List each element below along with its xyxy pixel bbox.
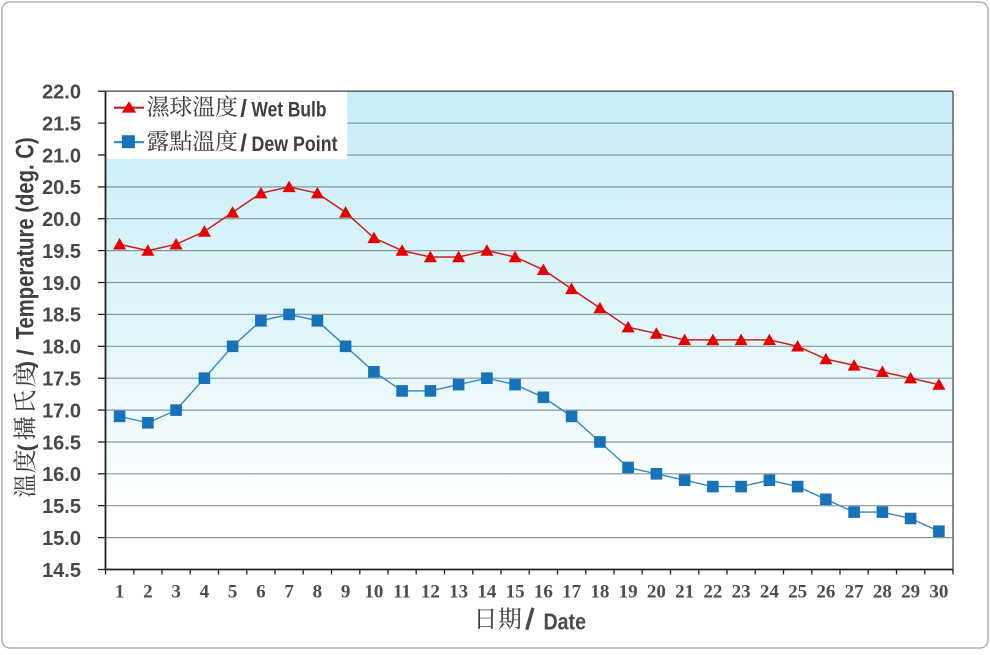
svg-text:Wet Bulb: Wet Bulb: [252, 98, 327, 121]
svg-text:16.0: 16.0: [42, 464, 81, 486]
svg-text:11: 11: [393, 582, 411, 603]
svg-text:/: /: [240, 95, 247, 122]
svg-text:9: 9: [341, 582, 351, 603]
svg-text:28: 28: [873, 582, 892, 603]
svg-text:8: 8: [313, 582, 323, 603]
svg-text:20.5: 20.5: [42, 177, 81, 199]
svg-text:5: 5: [228, 582, 238, 603]
svg-text:Date: Date: [544, 608, 587, 634]
svg-text:21: 21: [675, 582, 694, 603]
svg-text:15.5: 15.5: [42, 496, 81, 518]
svg-text:6: 6: [256, 582, 266, 603]
svg-text:21.0: 21.0: [42, 145, 81, 167]
svg-text:13: 13: [449, 582, 468, 603]
svg-text:27: 27: [845, 582, 865, 603]
svg-text:23: 23: [732, 582, 751, 603]
svg-text:17.5: 17.5: [42, 369, 81, 391]
svg-text:15: 15: [506, 582, 525, 603]
svg-text:25: 25: [788, 582, 807, 603]
svg-text:/: /: [13, 349, 39, 356]
svg-text:7: 7: [284, 582, 294, 603]
svg-text:19: 19: [619, 582, 638, 603]
svg-text:21.5: 21.5: [42, 113, 81, 135]
svg-text:16: 16: [534, 582, 553, 603]
svg-text:/: /: [240, 130, 247, 157]
svg-text:19.0: 19.0: [42, 273, 81, 295]
svg-text:2: 2: [143, 582, 153, 603]
svg-text:Temperature (deg. C): Temperature (deg. C): [12, 137, 40, 339]
svg-text:22: 22: [703, 582, 722, 603]
svg-text:3: 3: [171, 582, 181, 603]
svg-text:19.5: 19.5: [42, 241, 81, 263]
svg-text:16.5: 16.5: [42, 432, 81, 454]
svg-text:20.0: 20.0: [42, 209, 81, 231]
svg-text:18.0: 18.0: [42, 337, 81, 359]
svg-text:18: 18: [590, 582, 609, 603]
svg-text:1: 1: [115, 582, 125, 603]
svg-text:): ): [14, 361, 39, 368]
svg-text:26: 26: [816, 582, 835, 603]
svg-text:14.5: 14.5: [42, 560, 81, 582]
svg-text:12: 12: [421, 582, 440, 603]
svg-text:14: 14: [477, 582, 497, 603]
svg-text:18.5: 18.5: [42, 305, 81, 327]
svg-text:4: 4: [200, 582, 210, 603]
svg-text:15.0: 15.0: [42, 528, 81, 550]
svg-text:17: 17: [562, 582, 582, 603]
svg-text:30: 30: [929, 582, 948, 603]
svg-text:22.0: 22.0: [42, 82, 81, 104]
svg-text:17.0: 17.0: [42, 400, 81, 422]
svg-text:20: 20: [647, 582, 666, 603]
svg-text:24: 24: [760, 582, 780, 603]
svg-text:Dew Point: Dew Point: [252, 133, 338, 156]
svg-text:29: 29: [901, 582, 920, 603]
svg-text:(: (: [14, 443, 39, 451]
svg-text:10: 10: [364, 582, 383, 603]
